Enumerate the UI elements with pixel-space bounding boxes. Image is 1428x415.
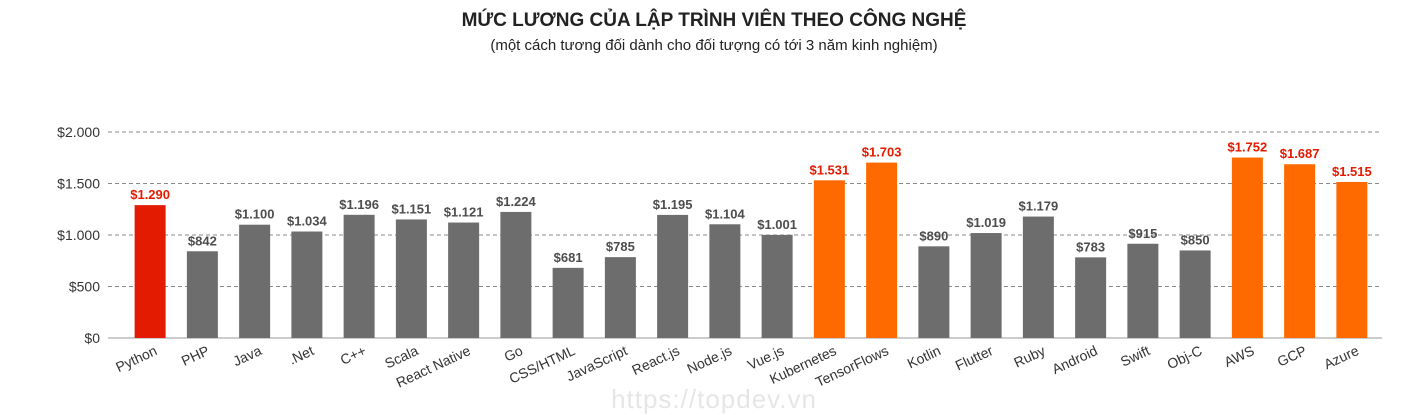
category-label: Flutter <box>953 342 996 373</box>
value-label: $1.515 <box>1332 164 1372 179</box>
value-label: $783 <box>1076 239 1105 254</box>
value-label: $1.001 <box>757 217 797 232</box>
bar <box>552 267 584 338</box>
bar <box>500 211 532 338</box>
bar <box>657 214 689 338</box>
y-tick-label: $2.000 <box>57 124 100 140</box>
category-label: Java <box>230 342 264 369</box>
bar <box>448 222 480 338</box>
y-tick-label: $0 <box>84 330 100 346</box>
bar <box>395 219 427 338</box>
value-label: $1.752 <box>1227 140 1267 155</box>
value-label: $1.100 <box>235 207 275 222</box>
bar <box>1336 181 1368 338</box>
category-label: React.js <box>629 342 682 378</box>
value-label: $1.224 <box>496 194 537 209</box>
y-tick-label: $500 <box>69 279 100 295</box>
bar <box>1022 216 1054 338</box>
category-label: JavaScript <box>564 342 630 384</box>
category-label: Kotlin <box>905 342 944 371</box>
value-label: $1.121 <box>444 205 484 220</box>
value-label: $1.290 <box>130 187 170 202</box>
bar <box>343 214 375 338</box>
chart-title: MỨC LƯƠNG CỦA LẬP TRÌNH VIÊN THEO CÔNG N… <box>461 10 967 31</box>
value-label: $850 <box>1181 232 1210 247</box>
watermark-text: https://topdev.vn <box>611 384 817 414</box>
category-label: Android <box>1049 342 1100 377</box>
bar <box>291 231 323 338</box>
category-label: Obj-C <box>1164 342 1204 372</box>
category-label: .Net <box>286 342 316 367</box>
bar <box>761 234 793 338</box>
bar <box>866 162 898 338</box>
value-label: $1.703 <box>862 145 902 160</box>
y-tick-label: $1.500 <box>57 176 100 192</box>
value-label: $785 <box>606 239 635 254</box>
value-label: $681 <box>554 250 583 265</box>
category-label: C++ <box>338 342 369 368</box>
category-label: AWS <box>1221 342 1256 370</box>
value-label: $1.179 <box>1018 199 1058 214</box>
value-label: $890 <box>919 228 948 243</box>
bar <box>186 251 218 338</box>
value-label: $1.104 <box>705 206 746 221</box>
value-label: $1.195 <box>653 197 693 212</box>
bar <box>239 224 271 338</box>
category-label: Swift <box>1118 342 1152 369</box>
category-label: Python <box>113 342 159 375</box>
value-label: $1.531 <box>809 162 849 177</box>
value-label: $1.687 <box>1280 146 1320 161</box>
value-label: $842 <box>188 233 217 248</box>
category-label: Go <box>501 342 525 364</box>
bar <box>1284 164 1316 338</box>
bar <box>604 257 636 338</box>
category-label: Ruby <box>1011 342 1047 370</box>
bar <box>1127 243 1159 338</box>
bar <box>970 233 1002 338</box>
value-label: $1.019 <box>966 215 1006 230</box>
bar <box>1075 257 1107 338</box>
bar <box>134 205 166 338</box>
category-label: GCP <box>1275 342 1309 369</box>
bar <box>709 224 741 338</box>
value-label: $915 <box>1128 226 1157 241</box>
bar <box>813 180 845 338</box>
category-label: PHP <box>179 342 212 369</box>
bar <box>1179 250 1211 338</box>
value-label: $1.196 <box>339 197 379 212</box>
bar <box>1231 157 1263 338</box>
value-label: $1.034 <box>287 213 328 228</box>
category-label: Azure <box>1321 342 1361 372</box>
chart-subtitle: (một cách tương đối dành cho đối tượng c… <box>490 37 938 54</box>
bar <box>918 246 950 338</box>
value-label: $1.151 <box>391 201 431 216</box>
y-tick-label: $1.000 <box>57 227 100 243</box>
category-label: Node.js <box>684 342 734 377</box>
